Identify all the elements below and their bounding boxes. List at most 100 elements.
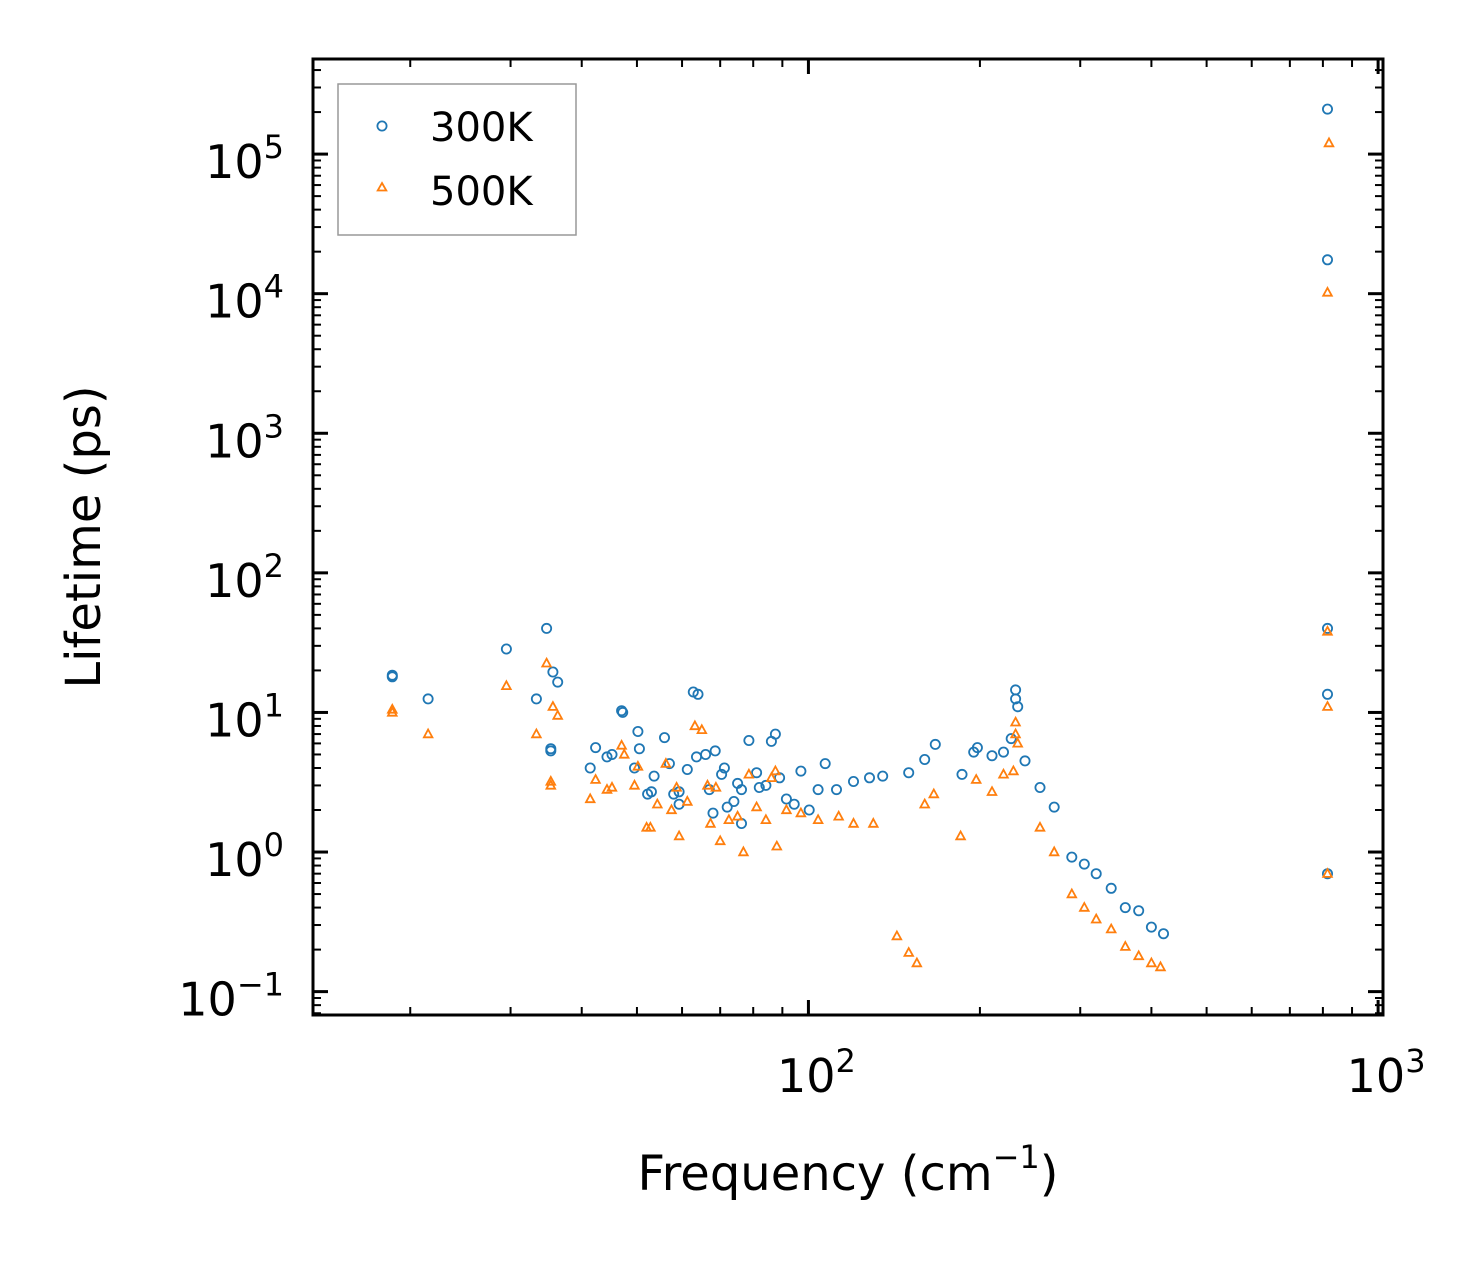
point-300K	[819, 758, 831, 770]
point-300K	[545, 745, 557, 757]
point-300K	[663, 758, 675, 770]
point-300K	[1322, 103, 1334, 115]
point-500K	[812, 813, 824, 824]
point-300K	[617, 706, 629, 718]
point-300K	[1048, 801, 1060, 813]
point-500K	[540, 656, 553, 668]
point-500K	[891, 929, 903, 941]
point-500K	[927, 787, 940, 799]
point-300K	[721, 801, 733, 813]
point-500K	[500, 679, 513, 690]
point-300K	[971, 742, 983, 754]
point-500K	[1321, 286, 1334, 297]
point-500K	[737, 845, 750, 857]
point-500K	[701, 778, 714, 790]
point-500K	[1009, 727, 1022, 739]
point-500K	[750, 800, 763, 812]
point-500K	[769, 764, 782, 776]
point-500K	[1048, 845, 1060, 857]
point-300K	[584, 762, 596, 774]
point-500K	[386, 703, 399, 714]
point-500K	[710, 781, 722, 792]
point-300K	[812, 784, 824, 796]
point-300K	[1005, 733, 1017, 745]
point-300K	[998, 746, 1010, 758]
tick-labels: 102 103 10−1 100 101 102 103 104 105	[178, 128, 1425, 1103]
series-500K	[386, 136, 1335, 972]
point-300K	[903, 767, 915, 779]
point-500K	[589, 773, 602, 784]
point-500K	[765, 771, 778, 782]
plot-frame	[311, 57, 1385, 1017]
point-300K	[716, 768, 728, 780]
y-tick-label: 103	[205, 407, 284, 468]
point-300K	[1010, 693, 1022, 705]
point-300K	[1105, 882, 1117, 894]
point-300K	[831, 784, 843, 796]
point-500K	[544, 778, 557, 790]
y-tick-label: 101	[205, 686, 284, 747]
point-500K	[530, 727, 543, 739]
point-300K	[1019, 755, 1031, 767]
point-500K	[714, 834, 727, 846]
point-500K	[1321, 625, 1334, 636]
legend: 300K 500K	[337, 83, 577, 236]
point-300K	[1322, 688, 1334, 700]
x-tick-label: 103	[1347, 1042, 1426, 1103]
point-300K	[956, 768, 968, 780]
point-300K	[1322, 622, 1334, 634]
point-300K	[606, 749, 618, 761]
point-300K	[632, 726, 644, 738]
point-500K	[615, 739, 628, 750]
point-300K	[530, 693, 542, 705]
point-300K	[541, 622, 553, 634]
point-300K	[803, 804, 815, 816]
point-300K	[986, 750, 998, 762]
point-300K	[1078, 858, 1090, 870]
point-500K	[1066, 887, 1078, 899]
major-ticks	[313, 59, 1383, 1015]
point-300K	[728, 796, 740, 808]
point-500K	[743, 767, 755, 779]
point-300K	[547, 666, 559, 678]
point-500K	[760, 813, 772, 824]
point-500K	[1321, 700, 1334, 711]
y-tick-label: 102	[205, 547, 284, 608]
point-500K	[681, 795, 694, 806]
point-500K	[1119, 940, 1132, 951]
point-500K	[731, 809, 744, 821]
point-300K	[590, 742, 602, 754]
point-500K	[847, 817, 860, 828]
point-300K	[919, 754, 931, 766]
point-300K	[1322, 254, 1334, 266]
point-500K	[1321, 867, 1334, 878]
point-300K	[864, 772, 876, 784]
point-500K	[1090, 912, 1103, 924]
point-500K	[1009, 715, 1022, 727]
point-500K	[665, 803, 678, 815]
point-300K	[760, 779, 772, 791]
point-500K	[673, 829, 685, 841]
point-500K	[689, 719, 701, 731]
point-500K	[1034, 821, 1046, 832]
point-500K	[651, 797, 664, 809]
point-300K	[743, 735, 755, 747]
point-500K	[1078, 901, 1091, 912]
point-300K	[645, 786, 657, 798]
y-tick-label: 100	[205, 826, 284, 887]
point-300K	[500, 643, 512, 655]
point-300K	[692, 688, 704, 700]
x-tick-label: 102	[777, 1042, 856, 1103]
point-500K	[644, 821, 657, 832]
point-500K	[422, 727, 434, 739]
point-500K	[902, 946, 915, 957]
point-300K	[769, 728, 781, 740]
x-axis-title: Frequency (cm−1)	[637, 1138, 1058, 1202]
point-500K	[780, 803, 793, 815]
point-300K	[1158, 928, 1170, 940]
point-300K	[659, 732, 671, 744]
point-500K	[547, 700, 559, 711]
point-500K	[1011, 736, 1024, 748]
point-500K	[544, 775, 557, 786]
